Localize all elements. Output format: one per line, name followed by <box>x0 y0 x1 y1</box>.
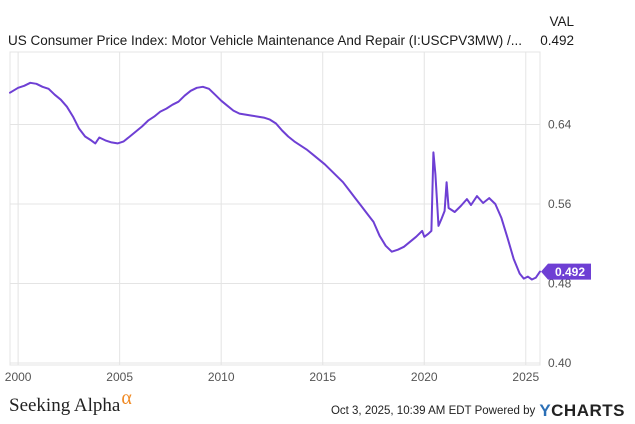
grid-lines <box>9 51 541 366</box>
x-tick-label: 2025 <box>512 370 539 384</box>
line-chart: 0.40 0.48 0.56 0.64 2000 2005 2010 2015 2020 2025… <box>5 51 591 384</box>
x-tick-label: 2010 <box>208 370 235 384</box>
series-layer <box>9 81 541 281</box>
x-tick-label: 2020 <box>411 370 438 384</box>
current-value: 0.492 <box>540 33 574 48</box>
alpha-symbol-icon: α <box>121 387 132 409</box>
y-tick-label: 0.48 <box>548 277 572 291</box>
series-line <box>9 81 541 281</box>
last-value-badge-shape <box>541 263 591 280</box>
ycharts-logo: YCHARTS <box>539 401 625 421</box>
seeking-alpha-logo: Seeking Alphaα <box>9 387 132 417</box>
x-tick-label: 2015 <box>309 370 336 384</box>
seeking-alpha-text: Seeking Alpha <box>9 395 121 416</box>
ycharts-text: CHARTS <box>551 401 625 420</box>
ycharts-y-icon: Y <box>539 401 552 420</box>
axis-labels: 0.40 0.48 0.56 0.64 2000 2005 2010 2015 2020 2025 <box>5 118 572 384</box>
last-value-label: 0.492 <box>555 265 585 279</box>
last-value-badge: 0.492 <box>541 263 591 280</box>
y-tick-label: 0.56 <box>548 197 572 211</box>
x-tick-label: 2000 <box>5 370 32 384</box>
timestamp: Oct 3, 2025, 10:39 AM EDT Powered by <box>330 405 536 417</box>
chart-title: US Consumer Price Index: Motor Vehicle M… <box>8 33 522 48</box>
y-tick-label: 0.40 <box>548 356 572 370</box>
plot-frame <box>9 51 541 366</box>
y-tick-label: 0.64 <box>548 118 572 132</box>
value-column-label: VAL <box>549 14 574 29</box>
x-tick-label: 2005 <box>106 370 133 384</box>
footer-attribution: Oct 3, 2025, 10:39 AM EDT Powered by YCH… <box>331 401 625 421</box>
